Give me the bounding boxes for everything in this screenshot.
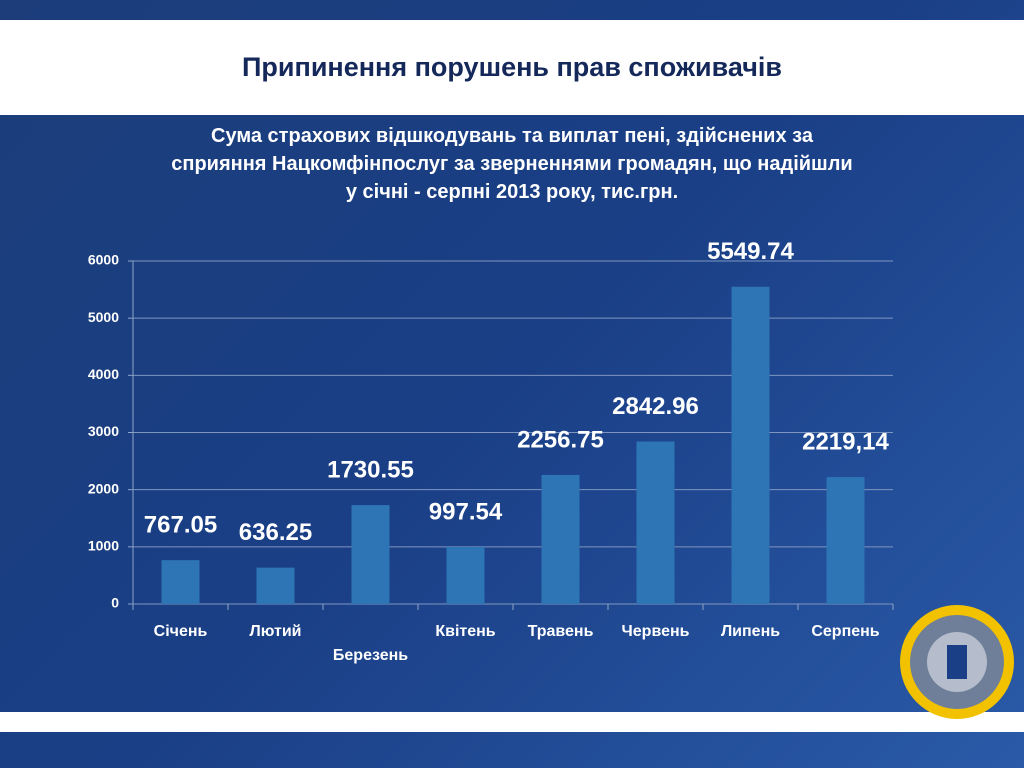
bar — [446, 546, 485, 604]
x-tick-label: Березень — [333, 647, 408, 664]
x-tick-label: Січень — [154, 623, 208, 640]
bar — [351, 505, 390, 604]
logo — [900, 605, 1014, 719]
header-band — [0, 20, 1024, 115]
y-tick-label: 2000 — [88, 480, 119, 496]
data-label: 5549.74 — [707, 238, 794, 265]
y-tick-label: 6000 — [88, 252, 119, 268]
bar — [256, 567, 295, 604]
y-tick-label: 5000 — [88, 309, 119, 325]
data-label: 767.05 — [144, 511, 217, 538]
y-tick-label: 4000 — [88, 366, 119, 382]
x-tick-label: Липень — [721, 623, 780, 640]
page-title: Припинення порушень прав споживачів — [242, 52, 782, 82]
data-label: 997.54 — [429, 498, 503, 525]
bar — [636, 441, 675, 604]
data-label: 2256.75 — [517, 426, 604, 453]
y-tick-label: 3000 — [88, 423, 119, 439]
bar — [161, 560, 200, 604]
data-label: 2842.96 — [612, 393, 699, 420]
footer-band — [0, 712, 1024, 732]
x-tick-label: Квітень — [435, 623, 495, 640]
data-label: 2219,14 — [802, 428, 889, 455]
y-tick-label: 0 — [111, 595, 119, 611]
data-label: 636.25 — [239, 519, 312, 546]
bar — [541, 474, 580, 604]
bar — [826, 477, 865, 604]
x-tick-label: Травень — [528, 623, 594, 640]
x-tick-label: Червень — [622, 623, 690, 640]
x-tick-label: Серпень — [811, 623, 879, 640]
data-label: 1730.55 — [327, 456, 414, 483]
chart-title: Сума страхових відшкодувань та виплат пе… — [171, 125, 853, 203]
y-tick-label: 1000 — [88, 538, 119, 554]
x-tick-label: Лютий — [250, 623, 302, 640]
bar — [731, 286, 770, 604]
